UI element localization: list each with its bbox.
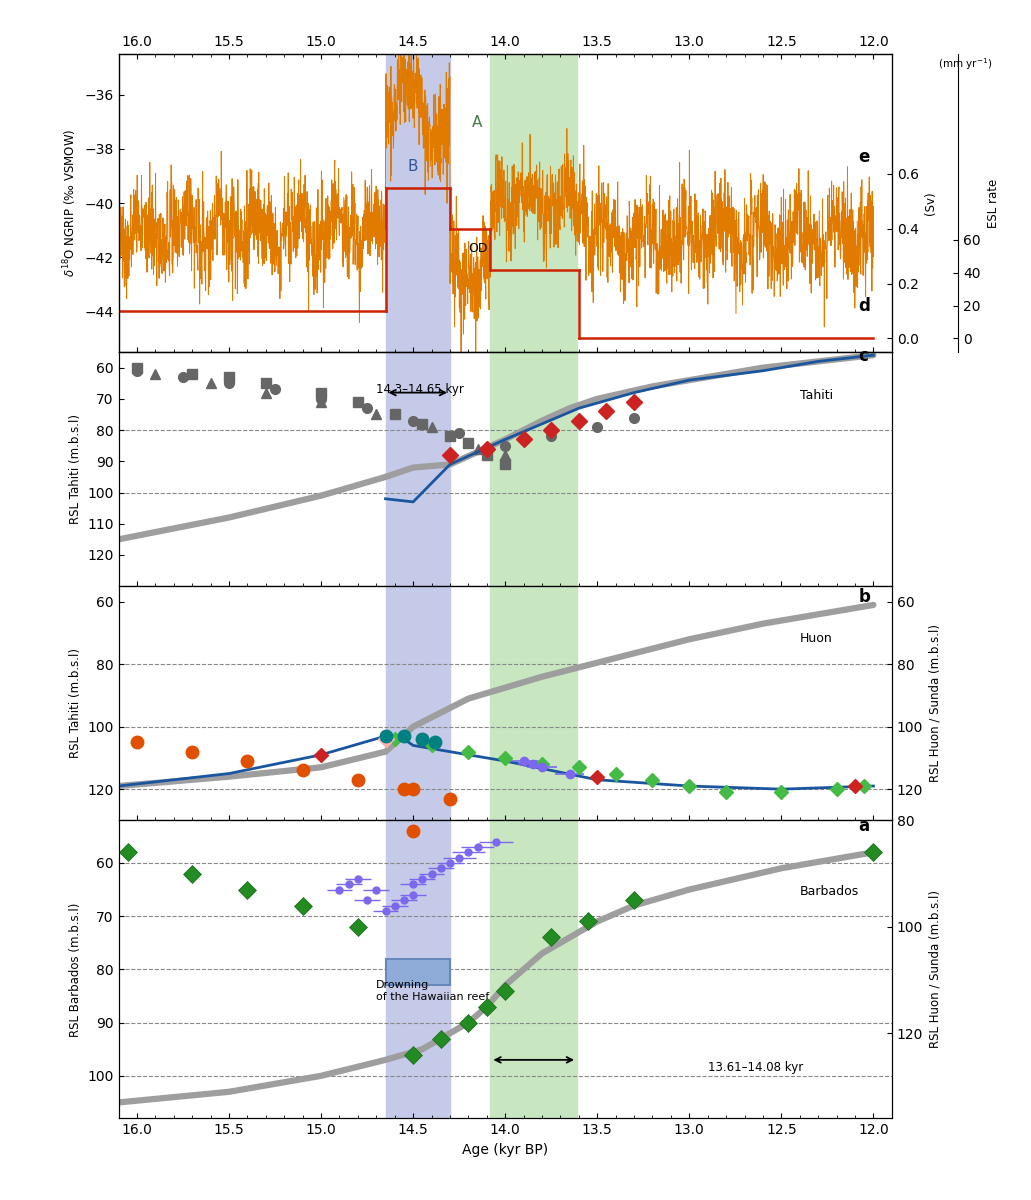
Y-axis label: RSL Barbados (m.b.s.l): RSL Barbados (m.b.s.l) [69, 902, 81, 1037]
Text: b: b [859, 588, 870, 606]
Text: Barbados: Barbados [800, 884, 859, 898]
Text: Drowning
of the Hawaiian reef: Drowning of the Hawaiian reef [376, 980, 490, 1002]
Y-axis label: RSL Tahiti (m.b.s.l): RSL Tahiti (m.b.s.l) [69, 414, 81, 524]
Y-axis label: ESL rate: ESL rate [987, 179, 999, 228]
Bar [386, 959, 450, 985]
Bar [386, 587, 450, 821]
X-axis label: Age (kyr BP): Age (kyr BP) [462, 1142, 548, 1157]
Bar [491, 821, 577, 1118]
Y-axis label: RSL Tahiti (m.b.s.l): RSL Tahiti (m.b.s.l) [69, 648, 81, 758]
Y-axis label: RSL Huon / Sunda (m.b.s.l): RSL Huon / Sunda (m.b.s.l) [929, 624, 941, 782]
Y-axis label: (Sv): (Sv) [924, 191, 937, 215]
Text: B: B [407, 158, 419, 174]
Text: (mm yr$^{-1}$): (mm yr$^{-1}$) [937, 56, 992, 72]
Text: A: A [472, 115, 483, 130]
Bar [491, 54, 577, 352]
Text: e: e [859, 149, 870, 167]
Text: c: c [859, 347, 868, 365]
Text: Huon: Huon [800, 632, 832, 646]
Y-axis label: RSL Huon / Sunda (m.b.s.l): RSL Huon / Sunda (m.b.s.l) [929, 890, 941, 1049]
Bar [386, 821, 450, 1118]
Text: a: a [859, 817, 870, 835]
Y-axis label: $\delta^{18}$O NGRIP (‰ VSMOW): $\delta^{18}$O NGRIP (‰ VSMOW) [61, 128, 79, 277]
Text: 14.3–14.65 kyr: 14.3–14.65 kyr [376, 383, 464, 396]
Bar [386, 54, 450, 352]
Text: OD: OD [468, 241, 488, 254]
Text: d: d [859, 298, 870, 316]
Bar [491, 352, 577, 587]
Text: Tahiti: Tahiti [800, 389, 833, 402]
Bar [491, 587, 577, 821]
Text: 13.61–14.08 kyr: 13.61–14.08 kyr [707, 1061, 803, 1074]
Bar [386, 352, 450, 587]
